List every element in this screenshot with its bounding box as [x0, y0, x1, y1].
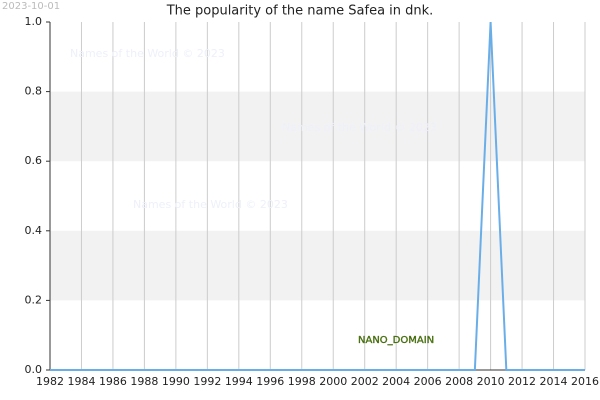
- y-tick-label: 0.6: [25, 154, 43, 167]
- x-tick-label: 1996: [256, 375, 284, 388]
- x-tick-label: 1986: [99, 375, 127, 388]
- x-tick-label: 1988: [130, 375, 158, 388]
- x-tick-label: 2006: [414, 375, 442, 388]
- x-tick-label: 1984: [67, 375, 95, 388]
- x-tick-label: 1990: [162, 375, 190, 388]
- x-tick-label: 2014: [540, 375, 568, 388]
- annotation: NANO_DOMAIN: [358, 335, 434, 346]
- x-tick-label: 1982: [36, 375, 64, 388]
- grid-band: [50, 230, 585, 301]
- x-tick-label: 2012: [508, 375, 536, 388]
- x-tick-label: 1992: [193, 375, 221, 388]
- chart-title: The popularity of the name Safea in dnk.: [166, 4, 434, 19]
- watermark: Names of the World © 2023: [133, 198, 288, 211]
- watermark: Names of the World © 2023: [70, 47, 225, 60]
- x-tick-label: 2004: [382, 375, 410, 388]
- series-line: [50, 21, 585, 371]
- y-tick-label: 1.0: [25, 15, 43, 28]
- y-tick-label: 0.2: [25, 293, 43, 306]
- date-stamp: 2023-10-01: [2, 1, 60, 12]
- x-tick-label: 2000: [319, 375, 347, 388]
- y-tick-label: 0.4: [25, 224, 43, 237]
- x-tick-label: 2002: [351, 375, 379, 388]
- x-tick-label: 2010: [477, 375, 505, 388]
- y-tick-label: 0.8: [25, 85, 43, 98]
- y-tick-label: 0.0: [25, 363, 43, 376]
- x-tick-label: 1998: [288, 375, 316, 388]
- x-tick-label: 2016: [571, 375, 599, 388]
- watermark: Names of the World © 2023: [282, 121, 437, 134]
- x-tick-label: 1994: [225, 375, 253, 388]
- x-tick-label: 2008: [445, 375, 473, 388]
